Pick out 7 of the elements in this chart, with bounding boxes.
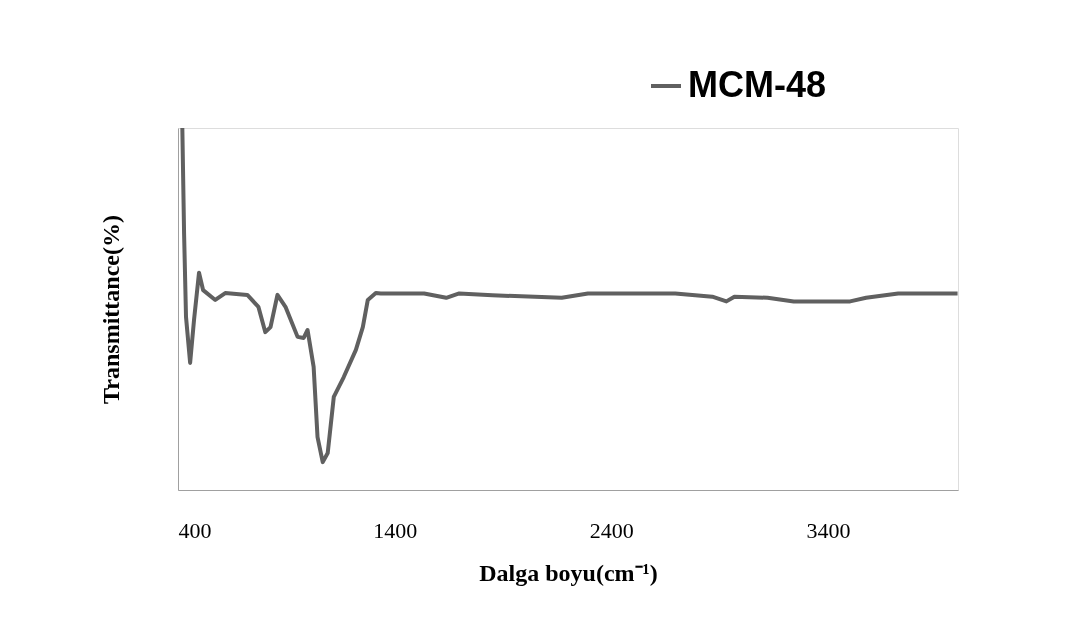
x-tick-label: 400 [178, 517, 212, 543]
x-tick-label: 3400 [806, 517, 851, 543]
x-axis-title: Dalga boyu(cm⁻¹) [479, 559, 658, 586]
x-tick-label: 1400 [373, 517, 418, 543]
y-axis-title: Transmittance(%) [97, 215, 124, 404]
legend-label: MCM-48 [688, 64, 827, 105]
x-tick-label: 2400 [589, 517, 634, 543]
